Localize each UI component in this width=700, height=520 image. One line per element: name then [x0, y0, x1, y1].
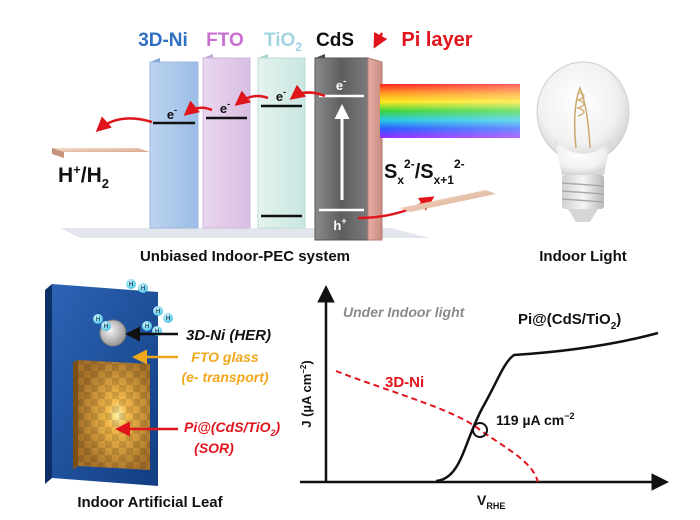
layer-label-3d-ni: 3D-Ni: [138, 30, 188, 51]
bubble-label: H: [141, 286, 145, 292]
hole-label-cds: h+: [333, 216, 346, 233]
slab-fto: [202, 54, 251, 229]
slab-3d-ni: [149, 58, 199, 229]
jv-chart: Under Indoor light J (µA cm−2) VRHE Pi@(…: [299, 285, 669, 511]
leaf-label-fto: FTO glass: [191, 349, 259, 365]
y-axis-label: J (µA cm−2): [299, 360, 314, 427]
series-line-pi-cds-tio2: [435, 331, 659, 483]
pi-layer-label: Pi layer: [401, 29, 472, 51]
pi-layer-arrow: [373, 31, 388, 49]
chart-annotation: Under Indoor light: [343, 304, 466, 320]
intersection-marker: [472, 422, 488, 438]
electron-label-fto: e-: [220, 99, 230, 116]
transfer-arrow-ni-h2: [95, 116, 153, 133]
transfer-arrow-cds-tio2: [289, 84, 326, 100]
system-caption: Unbiased Indoor-PEC system: [140, 248, 350, 265]
electron-label-tio2: e-: [276, 87, 286, 104]
s-plate: [400, 190, 496, 212]
layer-label-cds: CdS: [316, 30, 354, 51]
leaf-label-fto-sub: (e- transport): [181, 369, 268, 385]
electron-label-cds: e-: [336, 76, 346, 93]
layer-label-fto: FTO: [206, 30, 244, 51]
leaf-label-photoanode: Pi@(CdS/TiO2): [184, 419, 281, 438]
h2-bubbles: [93, 279, 173, 336]
leaf-label-photoanode-sub: (SOR): [194, 440, 234, 456]
layer-label-tio2: TiO2: [264, 30, 302, 54]
series-label-pi-cds-tio2: Pi@(CdS/TiO2): [518, 311, 621, 332]
bubble-label: H: [96, 317, 100, 323]
x-axis-label: VRHE: [477, 492, 505, 511]
light-caption: Indoor Light: [539, 248, 626, 265]
intersection-label: 119 µA cm−2: [496, 411, 575, 428]
s-reaction-label: Sx2-/Sx+12-: [384, 157, 465, 187]
bubble-label: H: [104, 324, 108, 330]
bubble-label: H: [156, 309, 160, 315]
leaf-label-ni: 3D-Ni (HER): [186, 327, 271, 344]
h2-reaction-label: H+/H2: [58, 162, 109, 191]
bubble-label: H: [145, 324, 149, 330]
hole-transfer-arrow: [357, 196, 435, 220]
transfer-arrow-fto-ni: [183, 100, 213, 116]
series-label-3d-ni: 3D-Ni: [385, 374, 424, 391]
bubble-label: H: [166, 316, 170, 322]
leaf-caption: Indoor Artificial Leaf: [77, 494, 223, 511]
slab-pi: [367, 57, 383, 241]
transfer-arrow-tio2-fto: [234, 90, 269, 106]
bubble-label: H: [129, 282, 133, 288]
bubble-label: H: [155, 329, 159, 335]
h2-plate: [52, 148, 150, 152]
light-bulb-icon: [536, 61, 630, 222]
slab-tio2: [257, 54, 306, 229]
series-line-3d-ni: [335, 370, 539, 483]
electron-label-3d-ni: e-: [167, 105, 177, 122]
pec-device: 3D-Ni FTO TiO2 CdS Pi layer: [52, 29, 520, 265]
artificial-leaf: H H H H H H H H 3D-Ni (HER) FTO glass (e…: [45, 279, 281, 511]
